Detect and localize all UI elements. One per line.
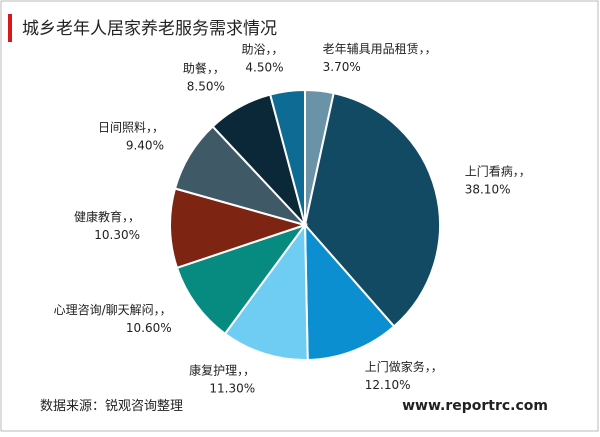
data-label: 上门看病，， 38.10% [465,164,531,197]
data-label: 助餐，， 8.50% [183,61,225,94]
pie-slice [268,88,306,226]
label-separator: ，， [122,210,140,224]
pie-slice [175,223,308,336]
label-separator: ，， [237,363,255,377]
pie-slice [223,222,309,361]
value-label: 10.30% [94,228,140,242]
data-label: 心理咨询/聊天解闷，， 10.60% [54,302,172,335]
data-label: 上门做家务，， 12.10% [365,359,443,392]
pie-slice [303,222,396,361]
data-label: 日间照料，， 9.40% [98,120,164,152]
value-label: 4.50% [245,60,283,74]
pie-slice [169,187,309,270]
label-separator: ，， [207,62,225,76]
label-separator: ，， [513,165,531,179]
data-label: 老年辅具用品租赁，， 3.70% [323,42,437,74]
category-label: 康复护理 [189,362,237,377]
label-separator: ，， [266,42,284,56]
value-label: 9.40% [126,138,164,152]
value-label: 12.10% [365,378,411,392]
category-label: 上门看病 [465,164,513,179]
website: www.reportrc.com [402,398,548,414]
category-label: 助浴 [242,42,266,56]
category-label: 老年辅具用品租赁 [323,42,419,56]
title-bar [8,14,12,42]
chart-title: 城乡老年人居家养老服务需求情况 [22,19,277,39]
value-label: 8.50% [187,80,225,94]
category-label: 健康教育 [74,209,122,224]
value-label: 10.60% [126,321,172,335]
value-label: 11.30% [209,381,255,395]
label-separator: ，， [146,120,164,134]
category-label: 日间照料 [98,120,146,134]
label-separator: ，， [154,303,172,317]
category-label: 心理咨询/聊天解闷 [54,302,154,317]
label-separator: ，， [425,360,443,374]
data-label: 助浴，， 4.50% [242,42,284,74]
value-label: 3.70% [323,60,361,74]
category-label: 上门做家务 [365,359,425,374]
data-label: 康复护理，， 11.30% [189,362,255,395]
category-label: 助餐 [183,61,207,76]
source: 数据来源：锐观咨询整理 [40,399,183,414]
label-separator: ，， [419,42,437,56]
data-label: 健康教育，， 10.30% [74,209,140,242]
value-label: 38.10% [465,183,511,197]
pie-slice [303,91,441,328]
